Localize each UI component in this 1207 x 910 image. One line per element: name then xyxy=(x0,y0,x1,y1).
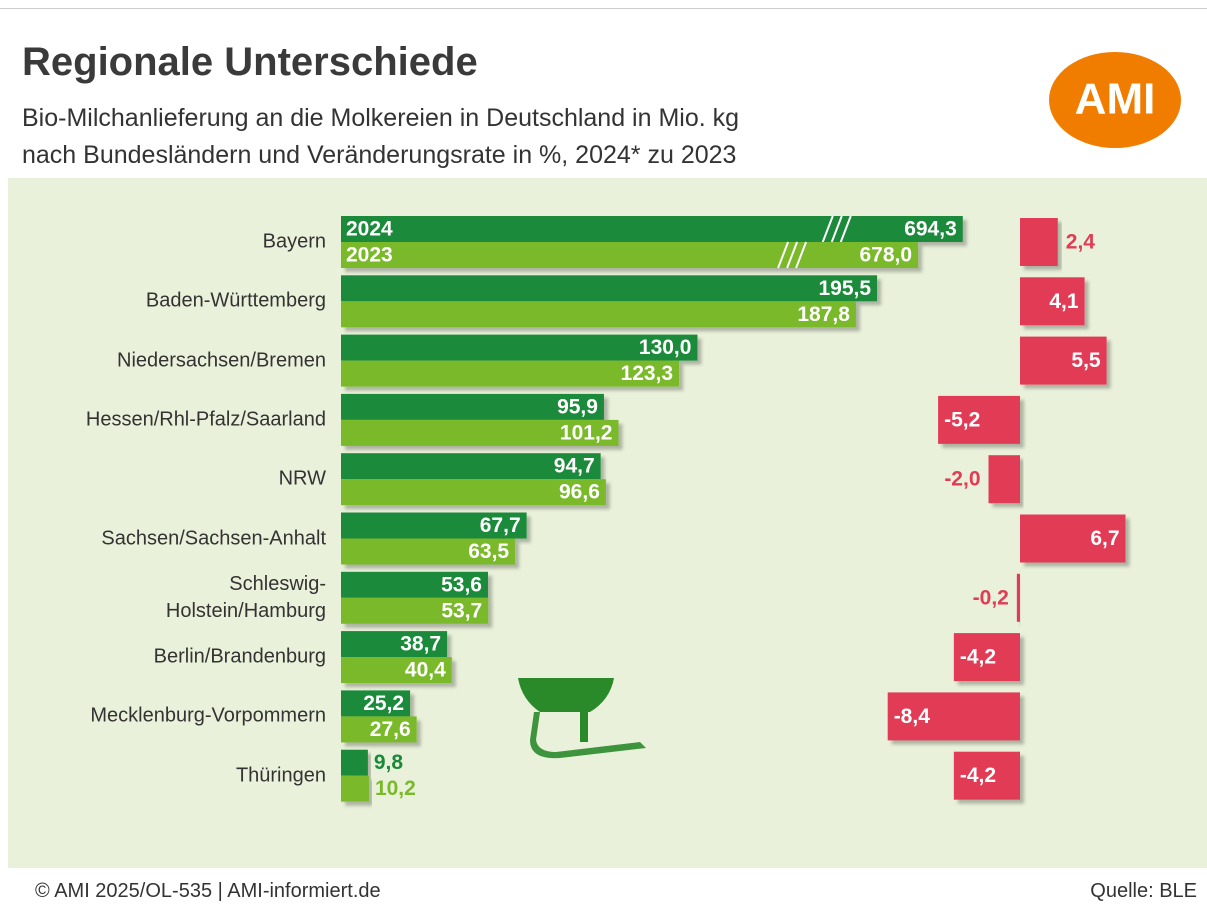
change-bar xyxy=(887,692,1020,741)
change-bar xyxy=(938,395,1020,444)
value-label: 94,7 xyxy=(554,455,595,478)
change-bar xyxy=(953,751,1020,800)
chart-subtitle: Bio-Milchanlieferung an die Molkereien i… xyxy=(22,104,740,169)
value-label: 694,3 xyxy=(904,218,957,241)
change-bar xyxy=(988,455,1020,504)
bar xyxy=(341,631,448,658)
chart-title: Regionale Unterschiede xyxy=(22,40,478,84)
logo-text: AMI xyxy=(1075,75,1156,124)
change-bar xyxy=(1020,514,1126,563)
category-label: Berlin/Brandenburg xyxy=(153,645,326,668)
change-label: -4,2 xyxy=(960,764,996,787)
milking-icon xyxy=(518,678,646,759)
change-label: -8,4 xyxy=(894,705,931,728)
category-label: NRW xyxy=(278,467,326,490)
category-label: Sachsen/Sachsen-Anhalt xyxy=(101,527,326,549)
bar xyxy=(341,393,604,420)
value-label: 9,8 xyxy=(374,751,404,774)
change-bar xyxy=(1020,336,1107,385)
logo-badge xyxy=(1049,52,1181,148)
category-label: Schleswig- Holstein/Hamburg xyxy=(165,572,326,622)
change-bar xyxy=(1020,218,1058,266)
value-label: 123,3 xyxy=(621,362,674,385)
value-label: 63,5 xyxy=(468,540,509,563)
value-label: 678,0 xyxy=(860,244,913,267)
value-label: 95,9 xyxy=(557,395,598,418)
bar xyxy=(341,301,856,328)
bar xyxy=(341,334,698,361)
value-label: 25,2 xyxy=(363,692,404,715)
bar xyxy=(341,419,619,446)
bar xyxy=(341,538,516,565)
value-label: 10,2 xyxy=(375,777,416,800)
category-label: Mecklenburg-Vorpommern xyxy=(90,704,326,727)
category-label: Bayern xyxy=(262,230,326,253)
axis-break xyxy=(795,241,808,269)
category-label: Hessen/Rhl-Pfalz/Saarland xyxy=(85,408,326,431)
change-label: -0,2 xyxy=(973,586,1009,609)
bar xyxy=(341,275,878,302)
bar xyxy=(341,749,368,776)
change-label: -5,2 xyxy=(944,408,980,431)
bar xyxy=(341,479,606,506)
category-label: Niedersachsen/Bremen xyxy=(117,349,326,372)
change-label: 6,7 xyxy=(1090,527,1119,550)
value-label: 96,6 xyxy=(559,481,600,504)
axis-break xyxy=(830,215,843,243)
change-bar xyxy=(1020,277,1085,326)
change-label: 2,4 xyxy=(1066,231,1096,254)
value-label: 101,2 xyxy=(560,421,613,444)
value-label: 40,4 xyxy=(405,659,446,682)
value-label: 53,7 xyxy=(441,599,482,622)
change-label: 4,1 xyxy=(1049,290,1079,313)
bar xyxy=(341,512,527,539)
value-label: 38,7 xyxy=(400,633,441,656)
bar xyxy=(341,242,919,268)
legend-label: 2023 xyxy=(346,244,393,267)
top-border xyxy=(0,8,1207,9)
bar xyxy=(341,597,489,624)
change-label: -4,2 xyxy=(960,646,996,669)
change-bar xyxy=(1016,573,1020,622)
change-bar xyxy=(953,633,1020,682)
value-label: 27,6 xyxy=(370,718,411,741)
value-label: 130,0 xyxy=(639,336,692,359)
source: Quelle: BLE xyxy=(1090,880,1197,902)
value-label: 67,7 xyxy=(480,514,521,537)
value-label: 187,8 xyxy=(797,303,850,326)
axis-break xyxy=(786,241,799,269)
axis-break xyxy=(839,215,852,243)
category-label: Thüringen xyxy=(235,764,326,787)
category-label: Baden-Württemberg xyxy=(145,289,326,312)
bar xyxy=(341,657,452,684)
value-label: 53,6 xyxy=(441,573,482,596)
value-label: 195,5 xyxy=(818,277,871,300)
bar xyxy=(341,453,601,480)
change-label: -2,0 xyxy=(944,468,980,491)
bar xyxy=(341,360,680,387)
bar xyxy=(341,216,963,242)
axis-break xyxy=(821,215,834,243)
change-label: 5,5 xyxy=(1071,349,1101,372)
bar xyxy=(341,716,417,743)
bar xyxy=(341,690,411,717)
legend-label: 2024 xyxy=(346,218,393,241)
bar xyxy=(341,571,488,598)
footer: © AMI 2025/OL-535 | AMI-informiert.de xyxy=(35,880,381,902)
bar xyxy=(341,775,369,802)
axis-break xyxy=(777,241,790,269)
